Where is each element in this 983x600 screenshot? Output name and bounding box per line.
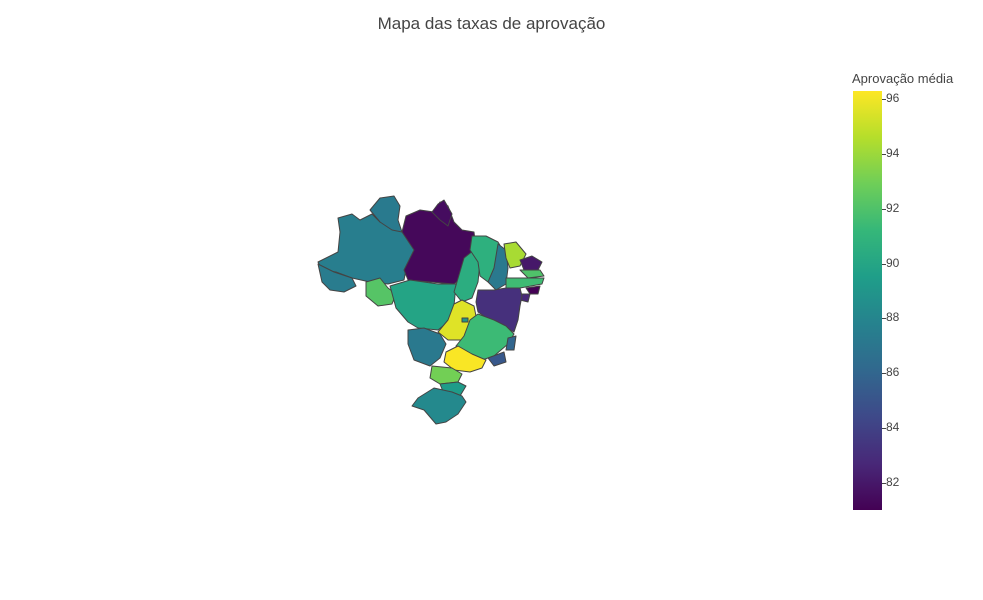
colorbar-tickmark [882, 373, 886, 375]
colorbar-tick-label: 84 [886, 419, 900, 434]
state-ap[interactable] [431, 199, 453, 227]
colorbar-tick-label: 94 [886, 145, 900, 160]
colorbar-tick-label: 82 [886, 474, 900, 489]
state-rn[interactable] [519, 255, 543, 271]
colorbar-tickmark [882, 99, 886, 101]
colorbar-tickmark [882, 318, 886, 320]
state-pb[interactable] [519, 269, 545, 279]
colorbar-gradient [853, 91, 882, 510]
colorbar-tickmark [882, 263, 886, 265]
colorbar-tick-label: 88 [886, 310, 900, 325]
colorbar-tickmark [882, 482, 886, 484]
colorbar-tickmark [882, 427, 886, 429]
state-sp[interactable] [443, 345, 487, 373]
state-ba[interactable] [475, 287, 523, 333]
state-es[interactable] [505, 335, 517, 351]
colorbar-tick-label: 92 [886, 200, 900, 215]
state-df[interactable] [461, 317, 469, 323]
colorbar-title: Aprovação média [852, 71, 954, 86]
colorbar-tickmark [882, 208, 886, 210]
state-rr[interactable] [369, 195, 403, 233]
state-al[interactable] [525, 285, 541, 295]
colorbar-tick-label: 96 [886, 91, 900, 106]
colorbar-tick-label: 90 [886, 255, 900, 270]
colorbar-tickmark [882, 153, 886, 155]
state-ac[interactable] [317, 263, 357, 293]
state-mg[interactable] [455, 313, 515, 363]
chart-title: Mapa das taxas de aprovação [377, 14, 606, 33]
colorbar-tick-label: 86 [886, 365, 900, 380]
state-ms[interactable] [407, 327, 447, 367]
state-rs[interactable] [411, 387, 467, 425]
state-rj[interactable] [487, 351, 507, 367]
